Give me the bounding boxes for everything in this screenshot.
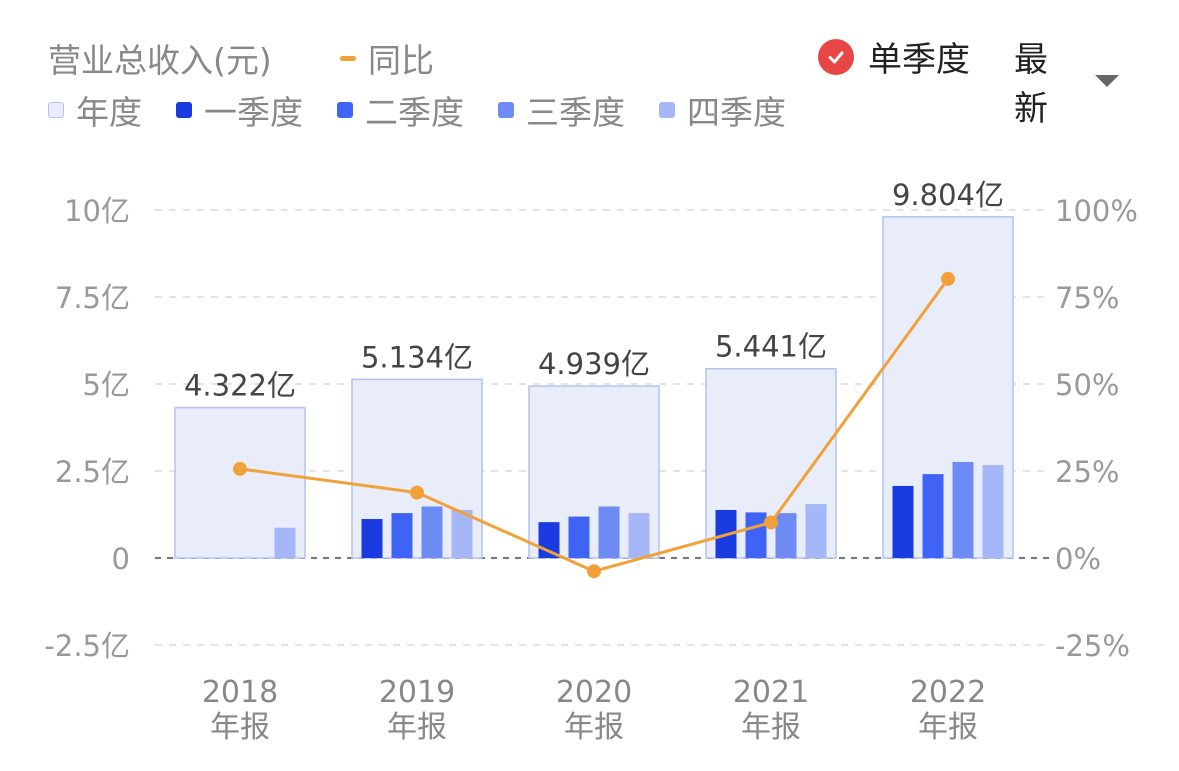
quarter-bar-q2 bbox=[745, 512, 767, 558]
quarter-bar-q4 bbox=[451, 509, 473, 558]
legend-item-q3[interactable]: 三季度 bbox=[498, 86, 625, 134]
quarter-bar-q3 bbox=[952, 461, 974, 558]
legend-swatch-q2 bbox=[337, 102, 353, 118]
quarter-bar-q2 bbox=[391, 513, 413, 558]
x-tick-label-year: 2019 bbox=[379, 675, 455, 710]
y-right-tick-label: -25% bbox=[1055, 629, 1130, 663]
annual-value-label: 4.939亿 bbox=[538, 347, 650, 381]
legend-item-annual[interactable]: 年度 bbox=[48, 86, 142, 134]
legend-item-q1[interactable]: 一季度 bbox=[176, 86, 303, 134]
single-quarter-toggle[interactable]: 单季度 bbox=[818, 32, 970, 81]
annual-value-label: 5.134亿 bbox=[361, 340, 473, 374]
legend-label-q2: 二季度 bbox=[365, 93, 464, 132]
y-left-tick-label: 7.5亿 bbox=[55, 281, 130, 315]
y-right-tick-label: 25% bbox=[1055, 455, 1119, 489]
x-tick-label-year: 2022 bbox=[910, 675, 986, 710]
y-left-tick-label: -2.5亿 bbox=[44, 629, 130, 663]
y-right-tick-label: 100% bbox=[1055, 194, 1138, 228]
legend-swatch-q4 bbox=[659, 102, 675, 118]
quarter-bar-q3 bbox=[421, 506, 443, 558]
x-tick-label-suffix: 年报 bbox=[387, 710, 447, 745]
latest-dropdown[interactable]: 最新 bbox=[1014, 32, 1119, 130]
y-left-tick-label: 0 bbox=[112, 542, 130, 576]
quarter-bar-q2 bbox=[922, 474, 944, 558]
x-tick-label-year: 2021 bbox=[733, 675, 809, 710]
chevron-down-icon bbox=[1095, 75, 1119, 87]
annual-value-label: 4.322亿 bbox=[184, 369, 296, 403]
x-tick-label-suffix: 年报 bbox=[564, 710, 624, 745]
yoy-point bbox=[941, 271, 955, 286]
yoy-legend-label: 同比 bbox=[368, 41, 434, 80]
legend-item-q4[interactable]: 四季度 bbox=[659, 86, 786, 134]
quarter-bar-q1 bbox=[361, 519, 383, 558]
yoy-point bbox=[764, 515, 778, 530]
y-left-tick-label: 5亿 bbox=[83, 368, 130, 402]
legend-label-annual: 年度 bbox=[76, 93, 142, 132]
yoy-point bbox=[410, 485, 424, 500]
quarter-bar-q4 bbox=[805, 504, 827, 558]
y-left-tick-label: 2.5亿 bbox=[55, 455, 130, 489]
legend-item-q2[interactable]: 二季度 bbox=[337, 86, 464, 134]
legend-label-q3: 三季度 bbox=[526, 93, 625, 132]
legend-label-q4: 四季度 bbox=[687, 93, 786, 132]
annual-value-label: 5.441亿 bbox=[715, 330, 827, 364]
single-quarter-label: 单季度 bbox=[868, 40, 970, 80]
legend-swatch-q1 bbox=[176, 102, 192, 118]
legend: 年度 一季度 二季度 三季度 四季度 bbox=[48, 86, 820, 134]
quarter-bar-q1 bbox=[892, 485, 914, 558]
y-right-tick-label: 50% bbox=[1055, 368, 1119, 402]
y-right-tick-label: 75% bbox=[1055, 281, 1119, 315]
quarter-bar-q3 bbox=[775, 513, 797, 558]
quarter-bar-q3 bbox=[598, 506, 620, 558]
quarter-bar-q4 bbox=[274, 527, 296, 558]
quarter-bar-q4 bbox=[982, 465, 1004, 558]
legend-label-q1: 一季度 bbox=[204, 93, 303, 132]
latest-label: 最新 bbox=[1014, 40, 1048, 129]
yoy-legend: 同比 bbox=[340, 34, 434, 82]
legend-swatch-q3 bbox=[498, 102, 514, 118]
y-left-tick-label: 10亿 bbox=[64, 194, 130, 228]
legend-swatch-annual bbox=[48, 102, 64, 118]
checkmark-icon bbox=[818, 38, 854, 75]
chart-header: 营业总收入(元) 同比 单季度 最新 bbox=[48, 28, 1119, 129]
chart-title: 营业总收入(元) bbox=[48, 41, 272, 80]
yoy-point bbox=[587, 564, 601, 579]
x-tick-label-suffix: 年报 bbox=[741, 710, 801, 745]
x-tick-label-suffix: 年报 bbox=[918, 710, 978, 745]
yoy-legend-swatch bbox=[340, 55, 356, 61]
quarter-bar-q4 bbox=[628, 513, 650, 558]
annual-value-label: 9.804亿 bbox=[892, 178, 1004, 212]
x-tick-label-suffix: 年报 bbox=[210, 710, 270, 745]
x-tick-label-year: 2018 bbox=[202, 675, 278, 710]
yoy-point bbox=[233, 461, 247, 476]
quarter-bar-q2 bbox=[568, 516, 590, 558]
y-right-tick-label: 0% bbox=[1055, 542, 1101, 576]
x-tick-label-year: 2020 bbox=[556, 675, 632, 710]
